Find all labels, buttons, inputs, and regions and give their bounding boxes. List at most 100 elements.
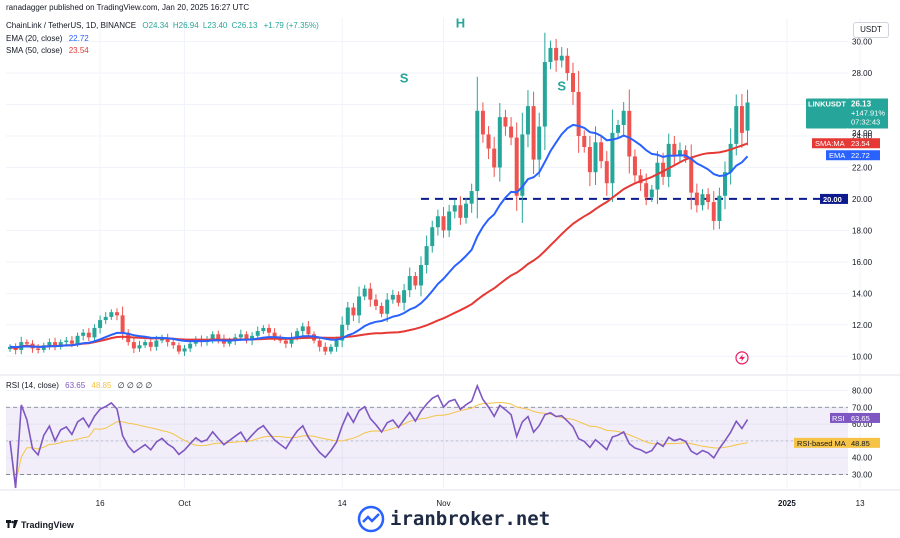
- rsi-tick-label: 40.00: [852, 454, 873, 463]
- countdown-value: 07:32:43: [851, 117, 880, 126]
- rsi-tick-label: 70.00: [852, 403, 873, 412]
- candle-body: [8, 346, 12, 350]
- alert-icon[interactable]: [735, 351, 749, 365]
- sma-legend: SMA (50, close) 23.54: [6, 46, 89, 55]
- candle-body: [531, 106, 536, 160]
- ema-tag-label-bg: [826, 150, 848, 161]
- symbol-title: ChainLink / TetherUS, 1D, BINANCE: [6, 21, 137, 30]
- close-value: C26.13: [231, 21, 258, 30]
- time-axis: 16Oct14Nov202513Feb: [96, 499, 865, 508]
- candle-body: [81, 332, 86, 336]
- candle-body: [69, 340, 74, 344]
- candle-body: [649, 189, 654, 198]
- candle-body: [255, 331, 260, 336]
- rsi-empty-values: ∅ ∅ ∅ ∅: [117, 381, 153, 390]
- open-value: O24.34: [142, 21, 169, 30]
- candle-body: [475, 110, 480, 192]
- candle-body: [75, 335, 80, 344]
- ema-label: EMA (20, close): [6, 34, 63, 43]
- candle-body: [210, 334, 215, 341]
- candle-body: [114, 312, 119, 316]
- low-value: L23.40: [202, 21, 228, 30]
- time-tick-label: 14: [338, 499, 347, 508]
- candle-body: [295, 331, 300, 338]
- candle-body: [368, 288, 373, 300]
- pattern-annotations: S H S: [400, 15, 567, 93]
- candle-body: [182, 348, 187, 352]
- rsi-tag-value: 63.65: [851, 414, 870, 423]
- rsi-ma-tag-value-bg: [848, 437, 880, 448]
- candle-body: [694, 192, 699, 206]
- tradingview-logo[interactable]: TradingView: [6, 520, 74, 530]
- candle-body: [176, 345, 181, 352]
- candle-body: [289, 337, 294, 344]
- candle-body: [103, 316, 108, 321]
- candle-body: [689, 158, 694, 193]
- ema-20-line: [9, 123, 749, 349]
- rsi-ma-tag-label: RSI-based MA: [797, 439, 846, 448]
- candle-body: [655, 162, 660, 190]
- candle-body: [610, 132, 615, 184]
- candle-body: [396, 294, 401, 303]
- sma-tag-label: SMA:MA: [815, 139, 845, 148]
- alert-icon-ring: [735, 351, 749, 365]
- candle-body: [109, 312, 114, 317]
- candle-body: [599, 142, 604, 162]
- sma-tag-value-bg: [848, 138, 880, 149]
- rsi-tag-label: RSI: [832, 414, 845, 423]
- candle-body: [154, 340, 159, 347]
- currency-button[interactable]: USDT: [853, 22, 889, 38]
- pattern-label: S: [400, 71, 409, 86]
- candle-body: [98, 320, 103, 328]
- candles: [8, 32, 750, 356]
- rsi-tick-label: 30.00: [852, 471, 873, 480]
- candle-body: [734, 106, 739, 144]
- ema-tag-value-bg: [848, 150, 880, 161]
- candle-body: [565, 55, 570, 74]
- candle-body: [64, 340, 69, 343]
- support-tag-value: 20.00: [823, 195, 842, 204]
- sma-label: SMA (50, close): [6, 46, 63, 55]
- candle-body: [390, 294, 395, 300]
- price-tick-label: 22.00: [852, 163, 873, 172]
- watermark-text: iranbroker.net: [390, 508, 551, 530]
- candle-body: [300, 326, 305, 332]
- candle-body: [216, 334, 221, 339]
- time-tick-label: Oct: [178, 499, 191, 508]
- moving-averages: [9, 123, 749, 350]
- candle-body: [587, 147, 592, 173]
- candle-body: [418, 265, 423, 286]
- candle-body: [430, 227, 435, 247]
- tv-logo-icon: [6, 520, 18, 528]
- candle-body: [593, 142, 598, 173]
- candle-body: [559, 55, 564, 61]
- candle-body: [435, 216, 440, 228]
- change-value: +1.79 (+7.35%): [263, 21, 319, 30]
- symbol-tag: LINKUSDT: [806, 98, 848, 129]
- sma-50-line: [9, 142, 748, 350]
- candle-body: [407, 276, 412, 291]
- candle-body: [137, 345, 142, 349]
- candle-body: [514, 137, 519, 196]
- price-tick-label: 16.00: [852, 258, 873, 267]
- candle-body: [492, 148, 497, 168]
- rsi-tick-label: 60.00: [852, 420, 873, 429]
- high-value: H26.94: [172, 21, 199, 30]
- candle-body: [244, 334, 249, 341]
- candle-body: [548, 47, 553, 63]
- price-tick-label: 10.00: [852, 352, 873, 361]
- candle-body: [413, 276, 418, 286]
- candle-body: [47, 342, 52, 346]
- candle-body: [379, 305, 384, 314]
- candle-body: [402, 290, 407, 303]
- price-tags: LINKUSDT 26.13+147.91%07:32:43 SMA:MA 23.54…: [794, 98, 888, 448]
- candle-body: [666, 143, 671, 177]
- last-price-tag: [848, 98, 888, 129]
- ema-tag-value: 22.72: [851, 151, 870, 160]
- candle-body: [86, 332, 91, 338]
- watermark-logo-icon: [357, 505, 385, 533]
- candle-body: [621, 110, 626, 125]
- candle-body: [672, 143, 677, 157]
- change-pct-value: +147.91%: [851, 108, 885, 117]
- candle-body: [683, 150, 688, 159]
